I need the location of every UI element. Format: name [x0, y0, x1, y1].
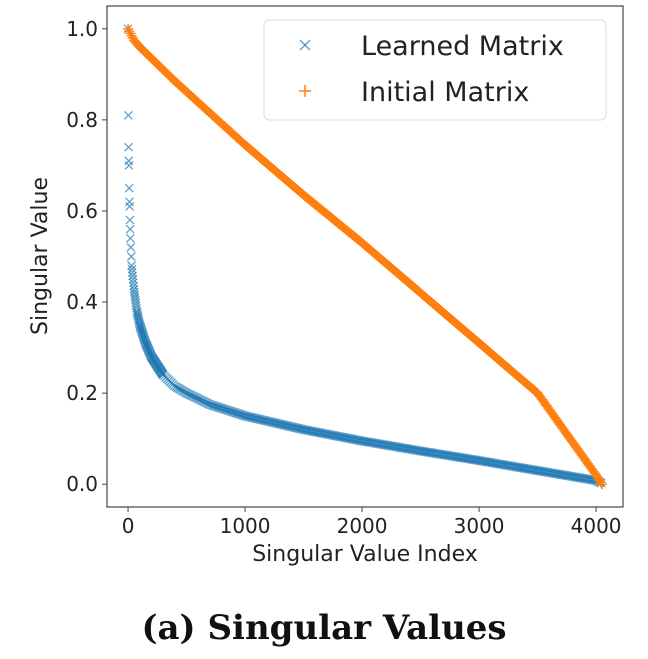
- learned-point: [125, 215, 135, 225]
- x-tick-label: 0: [122, 514, 135, 538]
- learned-point: [126, 252, 136, 261]
- x-axis-label: Singular Value Index: [252, 542, 478, 567]
- y-tick-label: 1.0: [66, 17, 98, 41]
- y-tick-label: 0.0: [66, 472, 98, 496]
- legend-marker-initial: [299, 85, 311, 97]
- initial-point: [123, 23, 134, 34]
- x-tick-label: 2000: [337, 514, 388, 538]
- legend-label-initial: Initial Matrix: [361, 77, 529, 108]
- y-tick-label: 0.6: [66, 199, 98, 223]
- learned-point: [125, 233, 135, 243]
- figure-caption: (a) Singular Values: [141, 608, 507, 648]
- x-tick-label: 4000: [571, 514, 622, 538]
- x-tick-label: 3000: [454, 514, 505, 538]
- chart: 0 1000 2000 3000 4000 0.0 0.2 0.4 0.6 0.8 1.0 Sing…: [28, 5, 624, 567]
- series-initial-matrix: [123, 23, 607, 490]
- initial-point: [596, 479, 607, 490]
- learned-point: [124, 160, 134, 170]
- learned-point: [125, 201, 135, 211]
- initial-point: [125, 28, 136, 39]
- legend-label-learned: Learned Matrix: [361, 31, 564, 62]
- series-learned-matrix: [123, 24, 606, 488]
- learned-point: [124, 142, 133, 152]
- y-axis-label: Singular Value: [28, 177, 53, 335]
- learned-point: [124, 183, 134, 193]
- y-tick-label: 0.4: [66, 290, 98, 314]
- initial-point: [124, 26, 135, 37]
- learned-point: [126, 242, 136, 252]
- initial-point: [595, 477, 606, 488]
- y-tick-label: 0.2: [66, 381, 98, 405]
- axes-frame: [106, 5, 624, 508]
- legend-marker-learned: [299, 39, 311, 51]
- legend: Learned Matrix Initial Matrix: [263, 19, 607, 121]
- initial-point: [126, 30, 137, 41]
- x-tick-label: 1000: [220, 514, 271, 538]
- y-tick-label: 0.8: [66, 108, 98, 132]
- legend-box: [263, 19, 607, 121]
- learned-point: [125, 224, 135, 234]
- learned-point: [123, 110, 133, 120]
